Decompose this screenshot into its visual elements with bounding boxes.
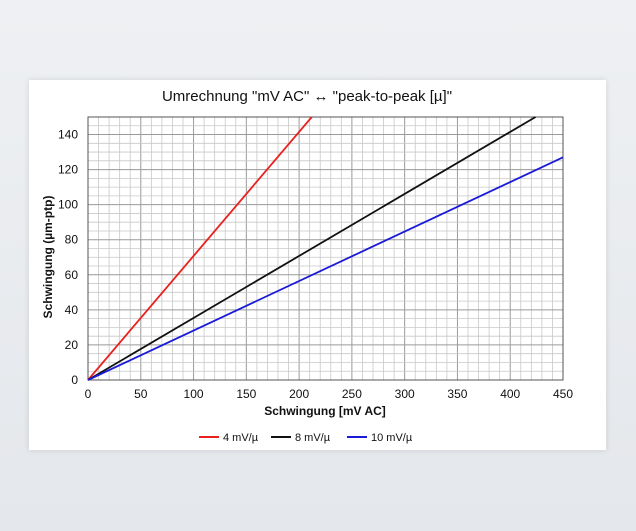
legend: 4 mV/µ 8 mV/µ 10 mV/µ xyxy=(199,432,413,444)
x-axis-label: Schwingung [mV AC] xyxy=(264,404,386,418)
chart-title: Umrechnung "mV AC" ↔ "peak-to-peak [µ]" xyxy=(162,88,452,105)
y-tick-label: 80 xyxy=(65,233,79,247)
legend-label: 10 mV/µ xyxy=(371,432,413,444)
x-tick-label: 350 xyxy=(447,387,467,401)
y-tick-label: 120 xyxy=(58,163,78,177)
y-tick-label: 20 xyxy=(65,338,79,352)
x-tick-label: 200 xyxy=(289,387,309,401)
series-line xyxy=(87,156,564,381)
y-tick-label: 60 xyxy=(65,268,79,282)
y-axis-label: Schwingung (µm-ptp) xyxy=(41,196,55,319)
plot-border xyxy=(87,116,564,381)
legend-label: 4 mV/µ xyxy=(223,432,259,444)
x-tick-label: 0 xyxy=(85,387,92,401)
y-tick-label: 100 xyxy=(58,198,78,212)
x-tick-label: 300 xyxy=(395,387,415,401)
x-tick-label: 150 xyxy=(236,387,256,401)
series-line xyxy=(87,116,313,381)
y-tick-label: 0 xyxy=(71,373,78,387)
tick-labels: 0 50 100 150 200 250 300 350 400 450 0 20 40 60 80 100 1… xyxy=(58,128,573,401)
series-lines xyxy=(87,116,564,381)
x-tick-label: 450 xyxy=(553,387,573,401)
x-tick-label: 100 xyxy=(184,387,204,401)
x-tick-label: 50 xyxy=(134,387,148,401)
y-tick-label: 140 xyxy=(58,128,78,142)
grid xyxy=(87,116,564,381)
series-line xyxy=(87,116,537,381)
x-tick-label: 400 xyxy=(500,387,520,401)
legend-label: 8 mV/µ xyxy=(295,432,331,444)
x-tick-label: 250 xyxy=(342,387,362,401)
y-tick-label: 40 xyxy=(65,303,79,317)
